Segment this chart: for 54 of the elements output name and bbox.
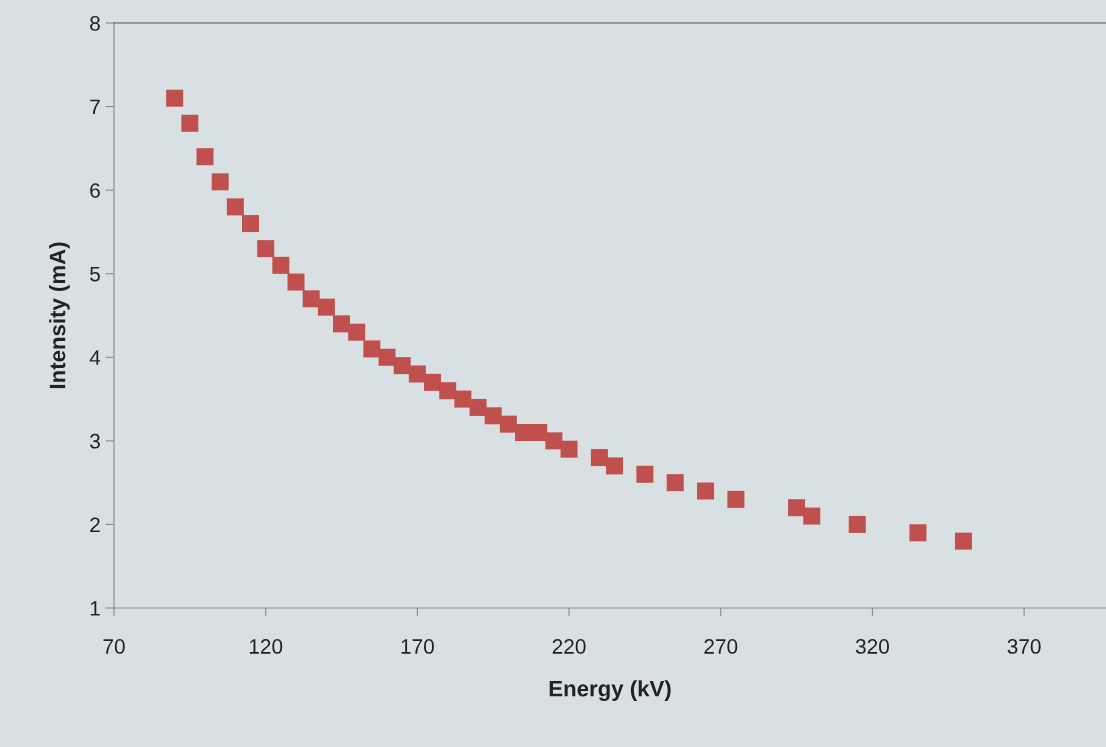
point	[848, 515, 866, 533]
point	[727, 490, 745, 508]
point	[226, 198, 244, 216]
point	[803, 507, 821, 525]
point	[272, 256, 290, 274]
x-tick-label: 370	[1007, 639, 1041, 654]
point	[333, 315, 351, 333]
point	[666, 474, 684, 492]
point	[499, 415, 517, 433]
point	[636, 465, 654, 483]
point	[242, 215, 260, 233]
point	[697, 482, 715, 500]
point	[408, 365, 426, 383]
x-axis-title: Energy (kV)	[549, 680, 671, 702]
y-tick-label: 8	[90, 16, 100, 31]
point	[954, 532, 972, 550]
x-tick-label: 320	[855, 639, 889, 654]
x-tick-label: 120	[249, 639, 283, 654]
x-tick-label: 220	[552, 639, 586, 654]
y-tick-label: 3	[90, 433, 100, 449]
point	[393, 357, 411, 375]
x-tick-label: 170	[401, 639, 434, 654]
point	[454, 390, 472, 408]
point	[788, 499, 806, 517]
y-tick-label: 5	[90, 266, 100, 282]
y-tick-label: 1	[90, 601, 100, 616]
point	[606, 457, 624, 475]
y-axis-title: Intensity (mA)	[49, 242, 70, 389]
y-tick-label: 4	[89, 350, 101, 365]
point	[196, 148, 214, 166]
point	[424, 373, 442, 391]
point	[909, 524, 927, 542]
point	[545, 432, 563, 450]
point	[257, 240, 275, 258]
x-tick-label: 270	[704, 639, 738, 654]
point	[484, 407, 502, 425]
x-tick-label: 70	[103, 639, 125, 654]
y-tick-label: 6	[90, 183, 100, 198]
point	[317, 298, 335, 316]
point	[439, 382, 457, 400]
point	[363, 340, 381, 358]
point	[469, 398, 487, 416]
y-tick-label: 7	[90, 99, 100, 115]
point	[560, 440, 578, 458]
point	[378, 348, 396, 366]
point	[302, 290, 320, 308]
point	[348, 323, 366, 341]
point	[166, 89, 184, 107]
point	[181, 114, 199, 132]
y-tick-label: 2	[90, 517, 100, 532]
point	[530, 423, 548, 442]
point	[590, 449, 608, 467]
point	[211, 173, 229, 191]
point	[287, 273, 305, 291]
